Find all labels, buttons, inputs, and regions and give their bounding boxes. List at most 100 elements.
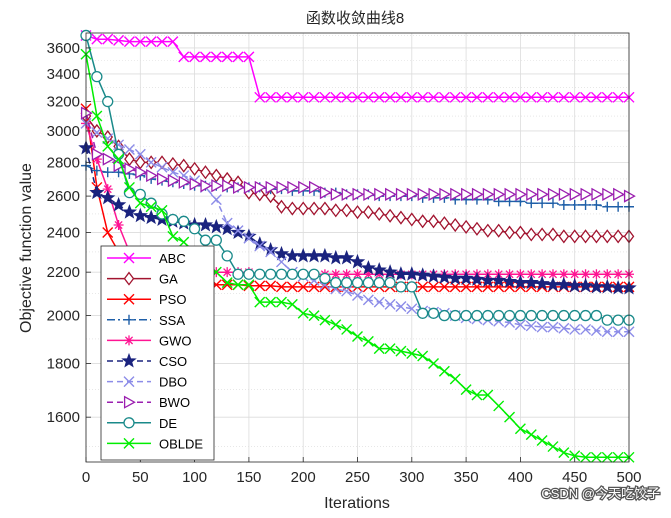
marker-bwo	[374, 187, 387, 201]
marker-oblde	[319, 314, 331, 326]
marker-de	[406, 281, 418, 293]
marker-oblde	[308, 310, 320, 322]
legend-label-abc: ABC	[159, 251, 186, 266]
marker-oblde	[113, 153, 125, 165]
marker-abc	[145, 36, 157, 48]
legend-marker-ssa	[124, 314, 134, 325]
marker-cso	[360, 260, 376, 275]
marker-ga	[276, 199, 287, 214]
marker-bwo	[178, 175, 191, 189]
marker-de	[134, 188, 146, 201]
x-tick-label: 0	[82, 469, 90, 486]
marker-dbo	[601, 326, 613, 338]
series-de	[80, 29, 635, 326]
marker-cso	[121, 204, 138, 219]
marker-oblde	[254, 296, 266, 308]
legend: ABC GA PSO SSA GWO CSO DBO BWO DE OBLDE	[100, 245, 215, 461]
marker-abc	[352, 91, 363, 103]
marker-ssa	[602, 201, 613, 212]
marker-cso	[436, 269, 453, 284]
marker-cso	[132, 207, 149, 223]
marker-abc	[91, 33, 103, 45]
marker-oblde	[569, 450, 581, 462]
marker-bwo	[493, 187, 506, 201]
marker-bwo	[167, 174, 180, 188]
marker-oblde	[221, 277, 233, 289]
marker-oblde	[145, 201, 157, 213]
chart-title: 函数收敛曲线8	[306, 10, 404, 27]
marker-bwo	[450, 187, 463, 201]
marker-pso	[221, 279, 233, 291]
marker-oblde	[558, 447, 570, 459]
marker-ga	[178, 158, 190, 173]
marker-bwo	[602, 187, 615, 201]
marker-bwo	[385, 187, 397, 201]
marker-bwo	[298, 180, 311, 195]
marker-de	[167, 213, 179, 226]
marker-de	[601, 314, 613, 326]
marker-abc	[210, 51, 222, 63]
marker-oblde	[156, 204, 168, 216]
marker-oblde	[601, 451, 613, 463]
marker-gwo	[222, 267, 233, 278]
marker-abc	[580, 91, 592, 103]
y-tick-label: 2000	[47, 308, 80, 325]
marker-de	[330, 276, 342, 289]
x-tick-label: 400	[508, 469, 533, 486]
marker-dbo	[590, 325, 602, 337]
marker-dbo	[123, 144, 135, 156]
marker-de	[91, 70, 103, 83]
marker-oblde	[286, 298, 298, 310]
marker-bwo	[569, 187, 582, 201]
marker-bwo	[482, 187, 495, 201]
y-axis-label: Objective function value	[18, 163, 35, 333]
marker-de	[188, 223, 201, 235]
marker-dbo	[352, 290, 363, 302]
marker-abc	[134, 36, 146, 48]
legend-label-ga: GA	[159, 272, 178, 287]
marker-abc	[319, 91, 331, 103]
marker-cso	[110, 196, 127, 212]
marker-dbo	[406, 303, 418, 315]
marker-cso	[469, 271, 485, 286]
marker-bwo	[439, 187, 452, 201]
marker-pso	[297, 281, 309, 293]
marker-bwo	[395, 187, 408, 201]
marker-de	[384, 276, 396, 289]
y-tick-label: 2800	[47, 154, 80, 171]
marker-bwo	[113, 159, 126, 173]
marker-abc	[449, 91, 461, 103]
marker-ga	[547, 227, 559, 242]
marker-de	[210, 234, 222, 246]
marker-ga	[319, 201, 331, 216]
marker-de	[395, 281, 407, 293]
marker-abc	[297, 91, 309, 103]
marker-oblde	[428, 358, 440, 370]
marker-bwo	[211, 179, 224, 193]
marker-ga	[352, 205, 363, 220]
marker-oblde	[341, 323, 353, 335]
marker-ssa	[580, 199, 591, 210]
marker-oblde	[438, 365, 450, 377]
series-line-dbo	[85, 122, 629, 333]
marker-de	[178, 215, 190, 227]
marker-de	[319, 272, 331, 285]
marker-oblde	[243, 279, 255, 291]
x-tick-label: 150	[236, 469, 261, 486]
marker-oblde	[123, 181, 135, 193]
marker-ga	[308, 201, 320, 216]
marker-oblde	[384, 343, 396, 355]
marker-gwo	[526, 269, 537, 280]
legend-marker-cso	[121, 352, 137, 368]
marker-bwo	[363, 187, 376, 201]
marker-ssa	[591, 199, 602, 210]
legend-box	[100, 245, 215, 461]
marker-gwo	[613, 269, 624, 280]
marker-dbo	[210, 194, 222, 206]
marker-abc	[113, 34, 125, 46]
marker-de	[558, 309, 570, 322]
marker-cso	[317, 247, 333, 263]
y-tick-label: 3400	[47, 66, 80, 83]
marker-bwo	[146, 168, 158, 183]
